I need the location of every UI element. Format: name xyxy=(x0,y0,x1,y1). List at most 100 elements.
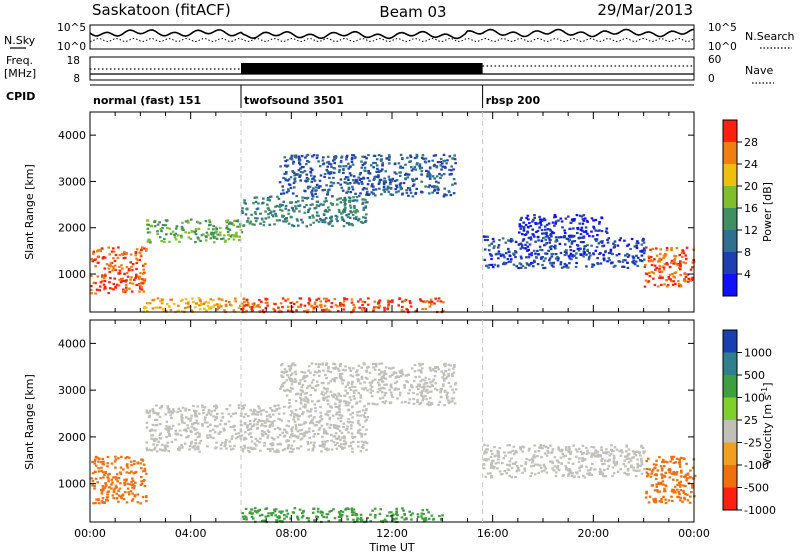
nave-tick-top: 60 xyxy=(708,54,721,66)
data-cell xyxy=(204,235,208,238)
data-cell xyxy=(594,249,598,252)
data-cell xyxy=(215,237,219,240)
data-cell xyxy=(279,387,282,390)
data-cell xyxy=(328,510,331,513)
data-cell xyxy=(320,418,324,421)
data-cell xyxy=(600,217,604,220)
data-cell xyxy=(527,248,530,251)
data-cell xyxy=(428,177,432,180)
data-cell xyxy=(443,379,446,382)
data-cell xyxy=(647,280,651,283)
data-cell xyxy=(145,409,149,412)
data-cell xyxy=(639,454,642,457)
data-cell xyxy=(116,480,119,483)
data-cell xyxy=(584,226,588,229)
data-cell xyxy=(399,188,403,191)
data-cell xyxy=(548,241,551,244)
data-cell xyxy=(295,156,298,159)
data-cell xyxy=(296,447,299,450)
data-cell xyxy=(316,516,319,519)
data-cell xyxy=(240,231,244,234)
data-cell xyxy=(443,159,447,162)
data-cell xyxy=(352,154,356,157)
data-cell xyxy=(564,465,567,468)
data-cell xyxy=(441,165,444,168)
data-cell xyxy=(209,423,212,426)
data-cell xyxy=(375,164,379,167)
data-cell xyxy=(230,438,234,441)
data-cell xyxy=(315,420,319,423)
data-cell xyxy=(269,442,272,446)
power-colorbar-label: Power [dB] xyxy=(761,182,774,242)
data-cell xyxy=(279,208,282,211)
data-cell xyxy=(399,165,402,168)
data-cell xyxy=(128,287,131,290)
data-cell xyxy=(305,173,309,176)
data-cell xyxy=(574,265,578,269)
data-cell xyxy=(267,420,271,423)
data-cell xyxy=(286,298,290,301)
data-cell xyxy=(520,464,523,467)
data-cell xyxy=(658,500,661,503)
data-cell xyxy=(503,451,506,454)
data-cell xyxy=(110,250,114,253)
data-cell xyxy=(313,433,317,436)
data-cell xyxy=(677,491,681,494)
y-tick-label: 1000 xyxy=(58,268,86,281)
data-cell xyxy=(220,305,223,308)
data-cell xyxy=(225,224,229,228)
data-cell xyxy=(294,413,297,416)
data-cell xyxy=(356,414,359,417)
data-cell xyxy=(543,452,547,455)
data-cell xyxy=(438,514,441,518)
time-tick-label: 00:00 xyxy=(678,527,710,540)
data-cell xyxy=(106,476,109,479)
data-cell xyxy=(437,368,440,371)
data-cell xyxy=(351,375,355,378)
data-cell xyxy=(311,203,314,206)
data-cell xyxy=(524,223,528,227)
data-cell xyxy=(594,449,597,452)
data-cell xyxy=(424,307,428,311)
data-cell xyxy=(408,300,412,303)
data-cell xyxy=(655,463,658,466)
data-cell xyxy=(621,265,624,268)
data-cell xyxy=(138,290,141,293)
cpid-strip: CPID normal (fast) 151 twofsound 3501 rbsp… xyxy=(6,84,694,108)
data-cell xyxy=(112,476,116,479)
data-cell xyxy=(532,233,535,236)
data-cell xyxy=(677,481,681,484)
data-cell xyxy=(399,371,402,374)
data-cell xyxy=(371,402,375,405)
data-cell xyxy=(121,494,124,497)
data-cell xyxy=(351,513,354,516)
data-cell xyxy=(635,244,638,247)
data-cell xyxy=(619,454,623,457)
data-cell xyxy=(118,494,121,497)
data-cell xyxy=(296,436,300,439)
data-cell xyxy=(287,189,290,193)
data-cell xyxy=(413,364,417,367)
data-cell xyxy=(371,379,375,382)
data-cell xyxy=(387,303,390,306)
data-cell xyxy=(189,218,193,221)
data-cell xyxy=(430,402,434,406)
data-cell xyxy=(216,308,219,311)
data-cell xyxy=(428,305,432,308)
data-cell xyxy=(120,264,123,267)
data-cell xyxy=(445,162,448,165)
data-cell xyxy=(90,257,94,260)
data-cell xyxy=(508,474,511,477)
data-cell xyxy=(154,306,157,309)
data-cell xyxy=(504,454,507,457)
data-cell xyxy=(524,266,527,269)
data-cell xyxy=(190,310,194,313)
data-cell xyxy=(298,175,301,178)
data-cell xyxy=(256,511,259,514)
data-cell xyxy=(112,490,116,494)
data-cell xyxy=(100,247,104,250)
data-cell xyxy=(330,219,334,222)
data-cell xyxy=(372,362,375,366)
data-cell xyxy=(525,241,529,244)
data-cell xyxy=(307,365,311,368)
